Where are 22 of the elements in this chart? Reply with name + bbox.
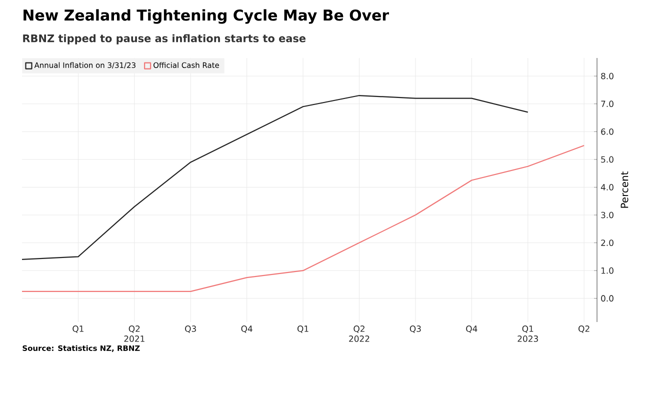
x-tick-label: Q3 (410, 326, 421, 333)
y-tick-label: 4.0 (600, 184, 614, 190)
x-tick-label: Q1 (72, 326, 84, 333)
x-tick-label: Q4 (466, 326, 478, 333)
y-tick-label: 0.0 (601, 295, 614, 302)
x-tick-label: Q1 2023 (518, 326, 538, 342)
x-tick-label: Q2 2022 (349, 326, 370, 342)
x-tick-label: Q1 (297, 326, 308, 333)
chart-title: New Zealand Tightening Cycle May Be Over (24, 9, 390, 24)
y-tick-label: 8.0 (601, 72, 614, 80)
y-tick-label: 2.0 (601, 240, 614, 246)
y-tick-label: 6.0 (601, 128, 614, 135)
x-tick-label: Q4 (241, 326, 252, 333)
y-tick-label: 5.0 (601, 156, 614, 163)
chart-subtitle: RBNZ tipped to pause as inflation starts to ease (23, 34, 306, 44)
y-tick-label: 3.0 (601, 212, 614, 218)
y-tick-label: 7.0 (601, 100, 614, 108)
y-axis-title: Percent (620, 171, 628, 208)
x-tick-label: Q3 (185, 326, 196, 333)
x-tick-label: Q2 2021 (124, 326, 144, 342)
y-tick-label: 1.0 (601, 267, 614, 274)
x-tick-label: Q2 (578, 326, 590, 333)
